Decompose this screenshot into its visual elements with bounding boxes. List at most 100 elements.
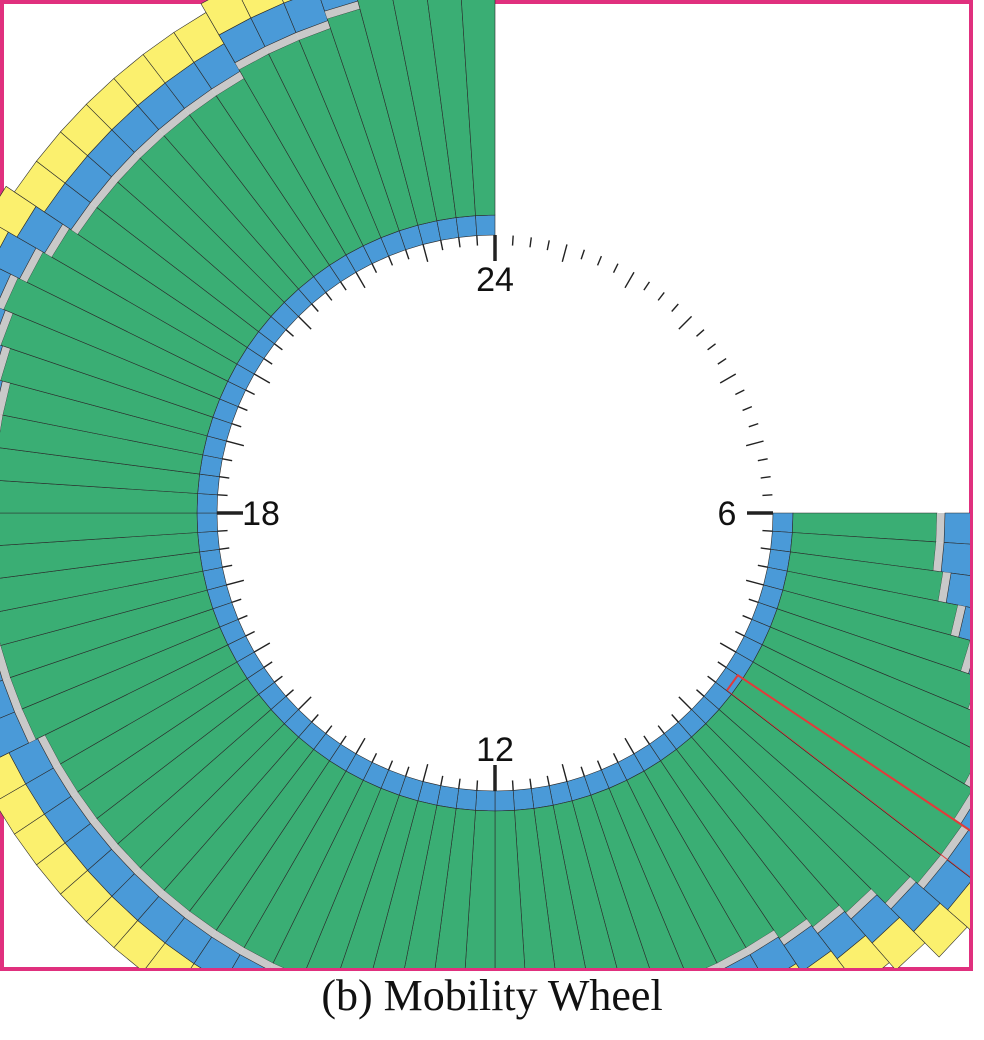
wheel-segment-inner: [494, 790, 515, 812]
wheel-slot: [0, 380, 227, 460]
wheel-segment-gap: [938, 572, 952, 603]
wheel-segment-gap: [746, 930, 779, 955]
minor-tick: [580, 766, 586, 777]
wheel-segment-core: [461, 0, 496, 216]
minor-tick: [657, 725, 665, 734]
hour-label-12: 12: [476, 731, 514, 769]
wheel-segment-core: [434, 808, 476, 968]
wheel-slot: [461, 0, 496, 236]
wheel-segment-gap: [235, 46, 269, 70]
minor-tick: [339, 281, 347, 291]
wheel-segment-outer: [836, 935, 890, 968]
minor-tick: [707, 343, 716, 351]
minor-tick: [760, 476, 771, 479]
minor-tick: [735, 389, 745, 396]
minor-tick: [546, 775, 550, 786]
wheel-segment-inner: [530, 785, 554, 809]
wheel-segment-inner: [196, 512, 218, 533]
wheel-segment-inner: [475, 214, 496, 236]
wheel-segment-gap: [0, 310, 13, 346]
wheel-segment-gap: [917, 855, 948, 889]
wheel-segment-gap: [717, 947, 750, 968]
wheel-slot: [677, 709, 926, 968]
minor-tick: [624, 737, 635, 755]
wheel-slot: [231, 753, 373, 968]
wheel-slot: [772, 512, 970, 545]
minor-tick: [529, 778, 532, 789]
clock-ticks: [217, 235, 773, 791]
wheel-segment-outer: [241, 0, 285, 19]
minor-tick: [657, 292, 665, 301]
minor-tick: [263, 357, 273, 365]
minor-tick: [355, 271, 366, 289]
wheel-segment-outer-blue: [0, 344, 3, 356]
wheel-slot: [703, 681, 970, 930]
minor-tick: [580, 249, 586, 260]
hour-label-18: 18: [242, 495, 280, 533]
wheel-segment-gap: [37, 735, 61, 768]
wheel-segment-outer: [871, 917, 926, 968]
wheel-segment-gap: [14, 708, 36, 743]
minor-tick: [678, 696, 693, 711]
minor-tick: [226, 579, 245, 586]
wheel-segment-core: [494, 810, 526, 968]
wheel-segment-core: [571, 794, 650, 968]
wheel-slot: [0, 584, 233, 682]
wheel-segment-gap: [0, 381, 11, 416]
minor-tick: [237, 614, 248, 621]
minor-tick: [696, 329, 705, 337]
wheel-slot: [372, 781, 442, 968]
wheel-segment-core: [340, 794, 419, 968]
wheel-segment-gap: [296, 20, 331, 40]
minor-tick: [612, 263, 619, 273]
wheel-segment-inner: [196, 493, 218, 514]
wheel-segment-outer-blue: [231, 954, 266, 968]
minor-tick: [596, 255, 603, 266]
wheel-segment-inner: [199, 548, 223, 572]
wheel-segment-outer-blue: [0, 670, 3, 682]
wheel-segment-gap: [968, 703, 970, 710]
wheel-segment-gap: [134, 867, 165, 897]
minor-tick: [696, 689, 705, 697]
wheel-slot: [0, 447, 220, 496]
wheel-segment-inner: [436, 217, 460, 241]
wheel-segment-outer: [0, 185, 37, 238]
wheel-segment-gap: [0, 414, 3, 432]
wheel-segment-outer-blue: [0, 380, 3, 393]
wheel-segment-gap: [240, 947, 273, 968]
wheel-segment-outer: [947, 882, 970, 930]
minor-tick: [355, 737, 366, 755]
minor-tick: [671, 714, 679, 723]
wheel-segment-gap: [270, 963, 284, 968]
wheel-segment-gap: [779, 919, 812, 946]
wheel-slot: [548, 781, 618, 968]
wheel-segment-gap: [184, 88, 217, 115]
minor-tick: [748, 598, 759, 604]
wheel-segment-core: [306, 787, 400, 968]
wheel-slot: [13, 160, 275, 359]
wheel-segment-core: [464, 810, 496, 968]
wheel-slot: [663, 721, 890, 968]
wheel-slot: [512, 788, 556, 968]
wheel-segment-outer-blue: [749, 936, 797, 968]
minor-tick: [285, 329, 294, 337]
wheel-segment-gap: [90, 176, 118, 208]
wheel-segment-gap: [111, 152, 141, 183]
wheel-segment-outer: [0, 752, 27, 800]
minor-tick: [222, 458, 233, 462]
wheel-slot: [0, 268, 247, 407]
wheel-segment-gap: [0, 345, 11, 381]
wheel-segment-core: [0, 480, 198, 514]
wheel-segment-gap: [0, 274, 18, 310]
minor-tick: [219, 476, 230, 479]
minor-tick: [222, 564, 233, 568]
minor-tick: [707, 675, 716, 683]
wheel-segment-core: [357, 0, 438, 226]
mobility-wheel: 6 12 18 24: [0, 0, 970, 968]
wheel-segment-core: [0, 570, 208, 646]
wheel-segment-inner: [772, 512, 794, 533]
wheel-segment-core: [0, 447, 200, 494]
wheel-segment-gap: [111, 843, 141, 874]
wheel-slot: [320, 0, 424, 251]
wheel-slot: [743, 619, 970, 748]
